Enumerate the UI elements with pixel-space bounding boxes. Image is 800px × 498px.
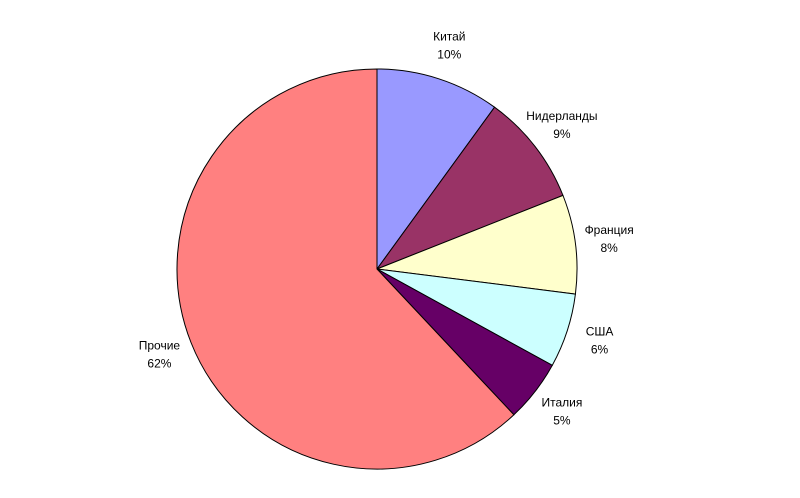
slice-label: США — [586, 324, 614, 338]
pie-slice — [376, 194, 578, 295]
slice-label: Прочие — [139, 338, 181, 352]
value-label: 62% — [147, 356, 171, 370]
slice-label: Нидерланды — [526, 109, 597, 123]
value-label: 9% — [553, 127, 571, 141]
value-label: 6% — [591, 342, 609, 356]
slice-label: Китай — [433, 30, 465, 44]
slice-label: Франция — [585, 223, 634, 237]
value-label: 5% — [553, 414, 571, 428]
pie-slice — [376, 68, 496, 271]
value-label: 8% — [600, 241, 618, 255]
value-label: 10% — [437, 48, 461, 62]
pie-slice — [176, 68, 515, 470]
pie-slice — [375, 106, 564, 271]
slice-label: Италия — [541, 396, 582, 410]
